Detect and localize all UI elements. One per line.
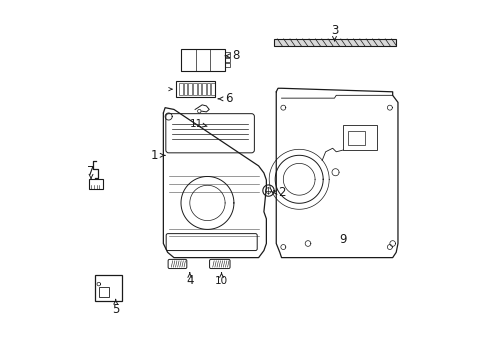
Bar [183, 83, 187, 95]
Text: 11: 11 [190, 118, 203, 129]
Bar [89, 179, 102, 189]
Text: 7: 7 [87, 165, 95, 178]
Bar [202, 83, 205, 95]
Text: 6: 6 [224, 93, 232, 105]
Text: 2: 2 [277, 186, 285, 199]
Bar [224, 63, 229, 67]
Bar [224, 52, 229, 57]
Text: 9: 9 [339, 234, 346, 247]
Text: 4: 4 [186, 274, 193, 287]
Bar [179, 83, 183, 95]
Text: 5: 5 [112, 303, 119, 316]
Bar [347, 131, 365, 145]
Text: 1: 1 [150, 149, 158, 162]
Bar [188, 83, 192, 95]
Bar [274, 39, 395, 46]
Text: 10: 10 [215, 275, 228, 285]
Bar [175, 81, 214, 97]
Bar [343, 125, 376, 150]
Bar [99, 287, 109, 297]
Bar [197, 83, 201, 95]
Bar [193, 83, 196, 95]
Bar [181, 49, 224, 71]
Bar [94, 275, 122, 301]
Text: 3: 3 [330, 23, 338, 37]
Bar [211, 83, 214, 95]
Text: 8: 8 [231, 49, 239, 62]
Bar [206, 83, 210, 95]
Bar [224, 58, 229, 62]
